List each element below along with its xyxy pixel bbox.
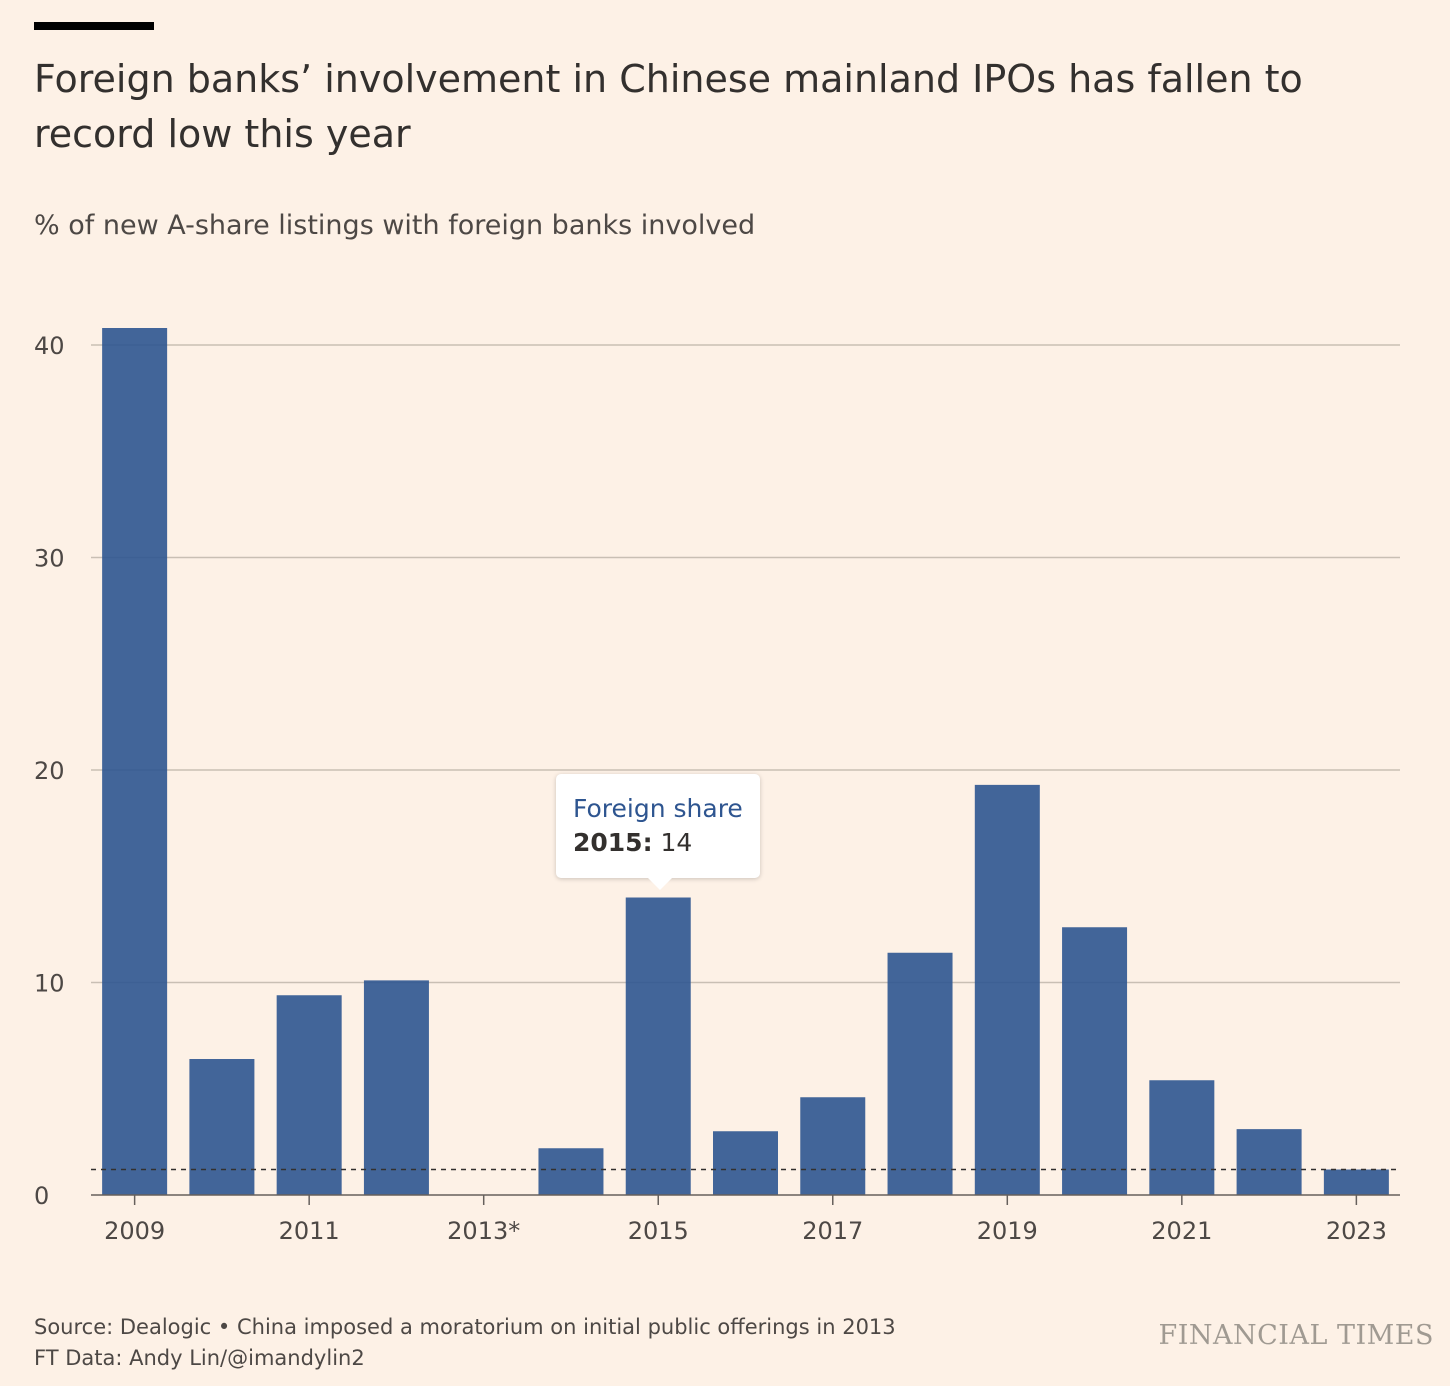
bar-2010[interactable] bbox=[189, 1059, 255, 1195]
footer: Source: Dealogic • China imposed a morat… bbox=[34, 1312, 896, 1374]
bar-2019[interactable] bbox=[974, 784, 1040, 1195]
x-tick-label: 2021 bbox=[1151, 1217, 1212, 1245]
top-rule bbox=[34, 22, 154, 30]
tooltip: Foreign share 2015: 14 bbox=[556, 774, 760, 890]
x-tick-label: 2015 bbox=[628, 1217, 689, 1245]
tooltip-value: 14 bbox=[660, 828, 693, 857]
tooltip-series: Foreign share bbox=[573, 794, 743, 823]
ft-logo: FINANCIAL TIMES bbox=[1158, 1320, 1434, 1351]
x-tick-label: 2011 bbox=[279, 1217, 340, 1245]
bar-2022[interactable] bbox=[1236, 1129, 1302, 1195]
y-tick-label: 40 bbox=[34, 332, 65, 360]
y-tick-label: 30 bbox=[34, 545, 65, 573]
bar-2023[interactable] bbox=[1323, 1169, 1389, 1196]
y-tick-label: 0 bbox=[34, 1182, 49, 1210]
chart-title: Foreign banks’ involvement in Chinese ma… bbox=[34, 57, 1303, 156]
bar-chart: 0 10 20 30 40 2009 2011 2013* 2015 2017 2019 2021 20… bbox=[34, 328, 1400, 1245]
bar-2017[interactable] bbox=[800, 1097, 866, 1195]
bar-2012[interactable] bbox=[363, 980, 429, 1195]
bar-2014[interactable] bbox=[538, 1148, 604, 1195]
bar-2020[interactable] bbox=[1062, 927, 1128, 1195]
bar-2018[interactable] bbox=[887, 952, 953, 1195]
x-tick-label: 2013* bbox=[447, 1217, 520, 1245]
credit-note: FT Data: Andy Lin/@imandylin2 bbox=[34, 1346, 365, 1370]
y-tick-label: 10 bbox=[34, 970, 65, 998]
x-tick-label: 2017 bbox=[802, 1217, 863, 1245]
source-note: Source: Dealogic • China imposed a morat… bbox=[34, 1315, 896, 1339]
tooltip-value-line: 2015: 14 bbox=[573, 826, 760, 860]
grid-lines bbox=[91, 344, 1400, 984]
y-tick-label: 20 bbox=[34, 757, 65, 785]
x-tick-label: 2019 bbox=[977, 1217, 1038, 1245]
bars bbox=[102, 328, 1389, 1195]
axes: 0 10 20 30 40 2009 2011 2013* 2015 2017 2019 2021 20… bbox=[34, 332, 1400, 1245]
bar-2009[interactable] bbox=[102, 328, 168, 1195]
bar-2021[interactable] bbox=[1149, 1080, 1215, 1195]
x-tick-label: 2009 bbox=[104, 1217, 165, 1245]
bar-2015[interactable] bbox=[625, 897, 691, 1196]
x-tick-label: 2023 bbox=[1326, 1217, 1387, 1245]
chart-subtitle: % of new A-share listings with foreign b… bbox=[34, 210, 756, 241]
bar-2016[interactable] bbox=[713, 1131, 778, 1195]
tooltip-year: 2015: bbox=[573, 828, 653, 857]
bar-2011[interactable] bbox=[276, 995, 342, 1195]
